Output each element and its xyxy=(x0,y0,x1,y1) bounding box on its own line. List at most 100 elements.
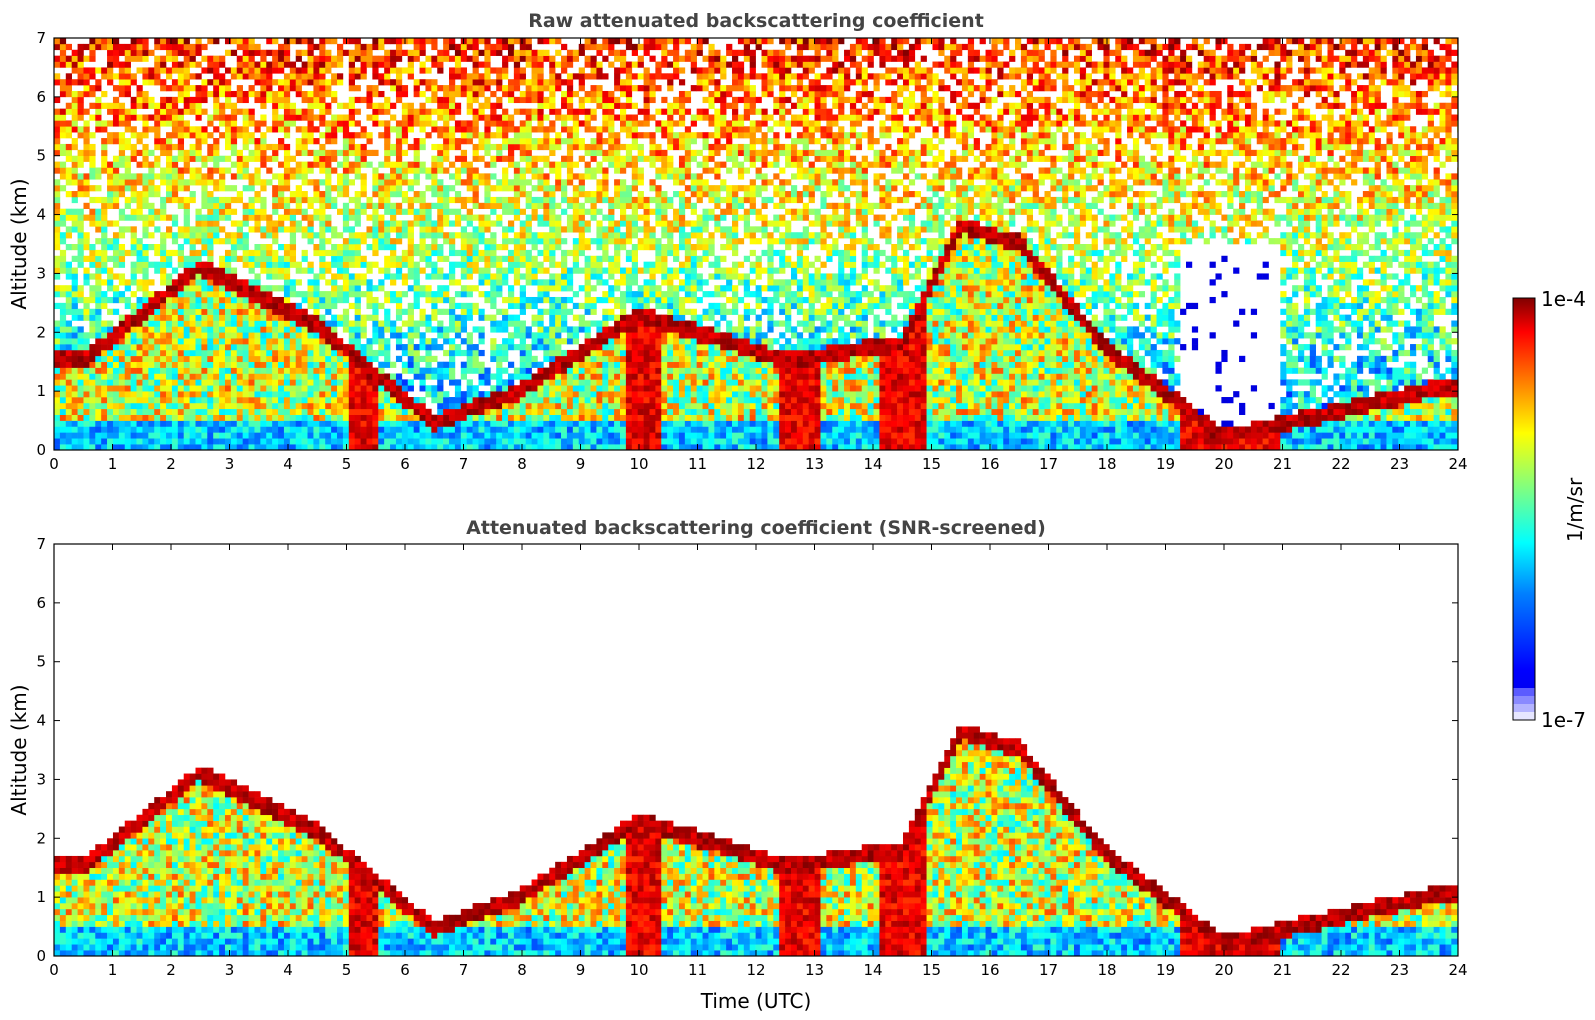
heatmap-cell xyxy=(71,114,78,121)
heatmap-cell xyxy=(395,208,403,215)
heatmap-cell xyxy=(77,226,84,233)
heatmap-cell xyxy=(496,155,503,162)
heatmap-cell xyxy=(460,291,468,298)
heatmap-cell xyxy=(342,355,350,363)
heatmap-cell xyxy=(166,226,173,233)
heatmap-cell xyxy=(278,273,285,280)
heatmap-cell xyxy=(260,361,267,368)
heatmap-cell xyxy=(59,132,67,139)
heatmap-cell xyxy=(236,296,243,304)
heatmap-cell xyxy=(331,155,338,162)
heatmap-cell xyxy=(272,79,279,86)
heatmap-cell xyxy=(572,49,580,56)
heatmap-cell xyxy=(478,249,485,257)
heatmap-cell xyxy=(148,391,155,398)
heatmap-cell xyxy=(325,38,332,45)
heatmap-cell xyxy=(584,149,591,157)
heatmap-cell xyxy=(177,373,185,380)
heatmap-cell xyxy=(466,102,473,109)
heatmap-cell xyxy=(549,73,556,80)
heatmap-cell xyxy=(531,196,538,204)
heatmap-cell xyxy=(283,338,291,345)
heatmap-cell xyxy=(177,179,185,186)
heatmap-cell xyxy=(578,397,585,404)
heatmap-cell xyxy=(71,214,78,221)
heatmap-cell xyxy=(295,208,302,215)
heatmap-cell xyxy=(248,296,255,304)
heatmap-cell xyxy=(148,444,155,450)
heatmap-cell xyxy=(272,191,279,198)
heatmap-cell xyxy=(207,420,214,427)
heatmap-cell xyxy=(71,67,78,74)
heatmap-cell xyxy=(337,367,344,374)
heatmap-cell xyxy=(390,420,397,427)
heatmap-cell xyxy=(272,355,279,363)
heatmap-cell xyxy=(460,267,468,274)
heatmap-cell xyxy=(384,314,391,321)
heatmap-cell xyxy=(555,308,562,315)
heatmap-cell xyxy=(543,391,550,398)
heatmap-cell xyxy=(525,161,532,168)
heatmap-cell xyxy=(142,155,149,162)
heatmap-cell xyxy=(407,261,414,268)
heatmap-cell xyxy=(490,432,497,439)
heatmap-cell xyxy=(513,55,521,62)
heatmap-cell xyxy=(177,397,185,404)
heatmap-cell xyxy=(472,349,479,357)
heatmap-cell xyxy=(466,402,473,410)
heatmap-cell xyxy=(342,185,350,192)
heatmap-cell xyxy=(454,408,462,415)
heatmap-cell xyxy=(124,73,131,80)
heatmap-cell xyxy=(337,73,344,80)
heatmap-cell xyxy=(278,355,285,363)
heatmap-cell xyxy=(307,49,314,56)
heatmap-cell xyxy=(590,355,597,363)
heatmap-cell xyxy=(337,408,344,415)
heatmap-cell xyxy=(236,85,243,92)
heatmap-cell xyxy=(112,444,120,450)
heatmap-cell xyxy=(201,220,208,227)
heatmap-cell xyxy=(443,102,450,109)
heatmap-cell xyxy=(254,373,261,380)
heatmap-cell xyxy=(254,385,261,392)
heatmap-cell xyxy=(572,314,580,321)
heatmap-cell xyxy=(95,196,102,204)
heatmap-cell xyxy=(578,226,585,233)
heatmap-cell xyxy=(454,191,462,198)
heatmap-cell xyxy=(443,414,450,421)
heatmap-cell xyxy=(460,132,468,139)
heatmap-cell xyxy=(59,185,67,192)
heatmap-cell xyxy=(260,314,267,321)
heatmap-cell xyxy=(478,85,485,92)
heatmap-cell xyxy=(307,108,314,115)
heatmap-cell xyxy=(337,79,344,86)
heatmap-cell xyxy=(295,444,302,450)
heatmap-cell xyxy=(525,432,532,439)
heatmap-cell xyxy=(413,55,420,62)
heatmap-cell xyxy=(54,220,61,227)
heatmap-cell xyxy=(401,344,409,351)
heatmap-cell xyxy=(543,138,550,145)
heatmap-cell xyxy=(513,67,521,74)
heatmap-cell xyxy=(513,126,521,133)
heatmap-cell xyxy=(348,120,355,127)
heatmap-cell xyxy=(431,273,438,280)
heatmap-cell xyxy=(183,208,190,215)
heatmap-cell xyxy=(254,220,261,227)
heatmap-cell xyxy=(278,432,285,439)
heatmap-cell xyxy=(219,273,226,280)
heatmap-cell xyxy=(384,67,391,74)
heatmap-cell xyxy=(154,361,161,368)
heatmap-cell xyxy=(107,361,114,368)
heatmap-cell xyxy=(307,267,314,274)
heatmap-cell xyxy=(507,420,515,427)
heatmap-cell xyxy=(189,267,196,274)
heatmap-cell xyxy=(177,261,185,268)
heatmap-cell xyxy=(407,196,414,204)
heatmap-cell xyxy=(213,426,220,433)
heatmap-cell xyxy=(195,420,202,427)
heatmap-cell xyxy=(466,79,473,86)
heatmap-cell xyxy=(148,49,155,56)
heatmap-cell xyxy=(331,379,338,386)
heatmap-cell xyxy=(513,79,521,86)
